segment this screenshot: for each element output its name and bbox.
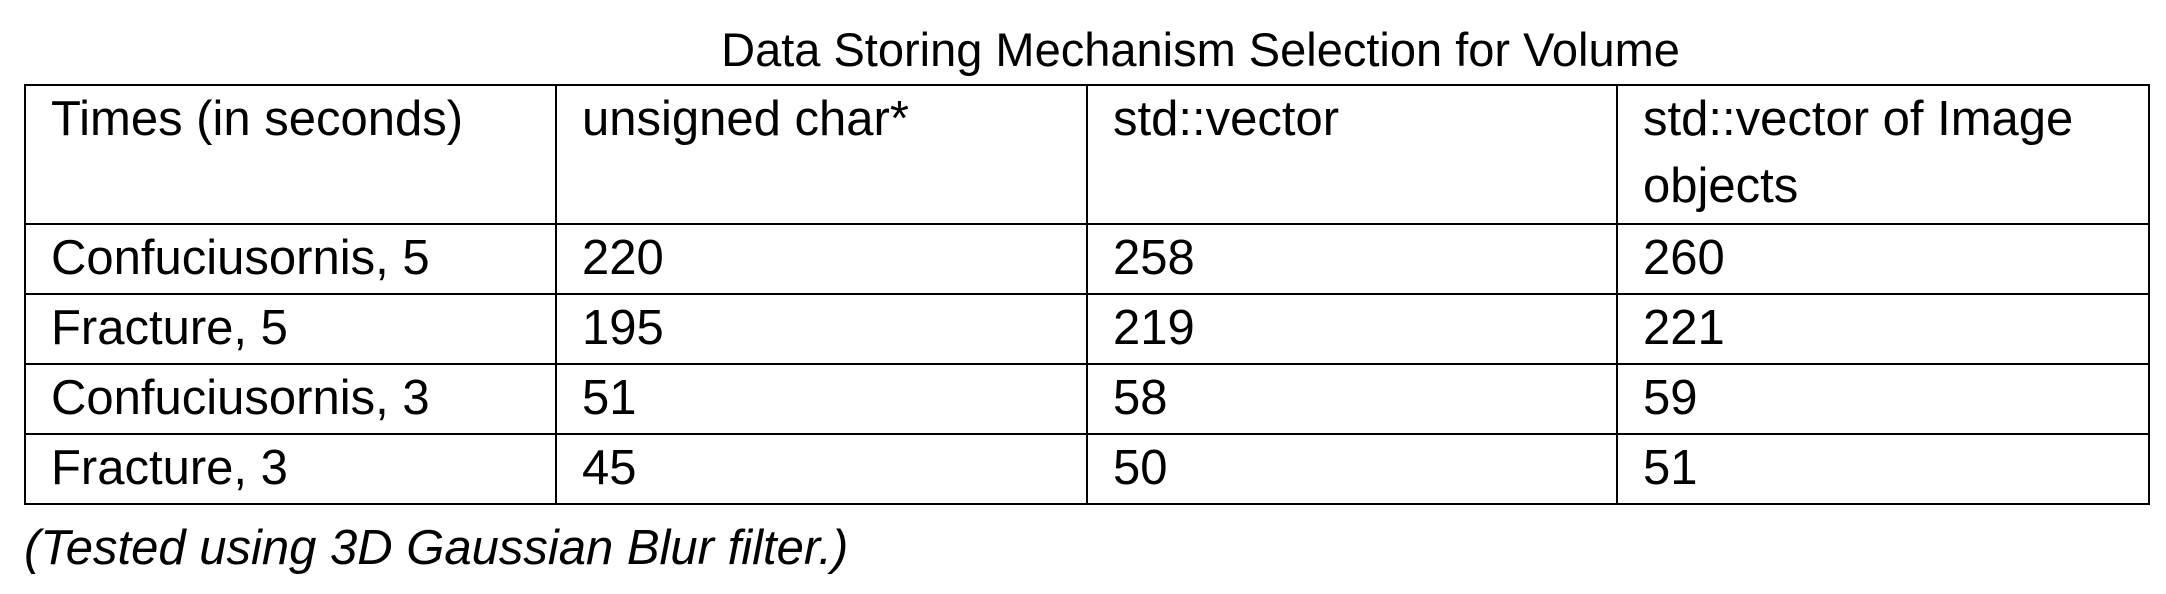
value-cell: 51	[1616, 433, 2150, 505]
value-cell: 221	[1616, 293, 2150, 365]
row-label-cell: Fracture, 5	[24, 293, 557, 365]
value-cell: 220	[555, 223, 1088, 295]
table-row: Fracture, 5 195 219 221	[24, 293, 2150, 365]
table-row: Fracture, 3 45 50 51	[24, 433, 2150, 505]
table-caption: Data Storing Mechanism Selection for Vol…	[721, 23, 1680, 76]
timing-table: Times (in seconds) unsigned char* std::v…	[24, 84, 2150, 505]
value-cell: 51	[555, 363, 1088, 435]
value-cell: 50	[1086, 433, 1618, 505]
value-cell: 260	[1616, 223, 2150, 295]
table-footnote: (Tested using 3D Gaussian Blur filter.)	[24, 521, 849, 575]
header-cell-std-vector-image-objects: std::vector of Image objects	[1616, 84, 2150, 225]
row-label-cell: Fracture, 3	[24, 433, 557, 505]
value-cell: 258	[1086, 223, 1618, 295]
value-cell: 219	[1086, 293, 1618, 365]
table-row: Confuciusornis, 3 51 58 59	[24, 363, 2150, 435]
header-cell-std-vector: std::vector	[1086, 84, 1618, 225]
value-cell: 59	[1616, 363, 2150, 435]
header-cell-unsigned-char: unsigned char*	[555, 84, 1088, 225]
row-label-cell: Confuciusornis, 5	[24, 223, 557, 295]
value-cell: 45	[555, 433, 1088, 505]
table-header-row: Times (in seconds) unsigned char* std::v…	[24, 84, 2150, 225]
value-cell: 195	[555, 293, 1088, 365]
table-row: Confuciusornis, 5 220 258 260	[24, 223, 2150, 295]
header-cell-times: Times (in seconds)	[24, 84, 557, 225]
row-label-cell: Confuciusornis, 3	[24, 363, 557, 435]
value-cell: 58	[1086, 363, 1618, 435]
